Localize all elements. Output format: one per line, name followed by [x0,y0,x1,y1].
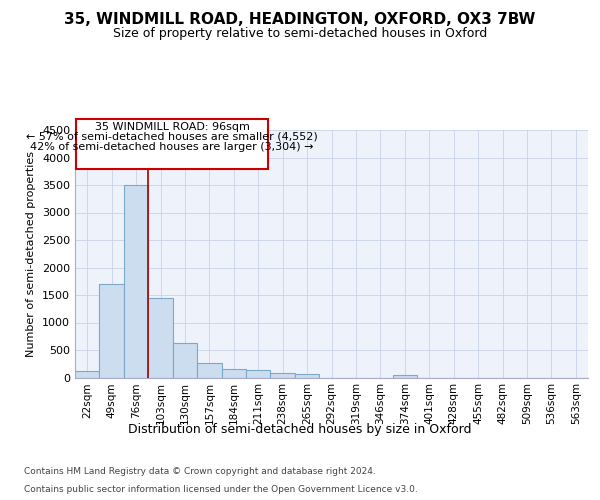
Bar [100,284,124,378]
Text: 35, WINDMILL ROAD, HEADINGTON, OXFORD, OX3 7BW: 35, WINDMILL ROAD, HEADINGTON, OXFORD, O… [64,12,536,28]
Bar [148,298,173,378]
Bar [197,362,221,378]
Bar [173,344,197,378]
Bar [124,185,148,378]
Bar [271,372,295,378]
Text: Size of property relative to semi-detached houses in Oxford: Size of property relative to semi-detach… [113,28,487,40]
Text: Contains HM Land Registry data © Crown copyright and database right 2024.: Contains HM Land Registry data © Crown c… [24,468,376,476]
Text: ← 57% of semi-detached houses are smaller (4,552): ← 57% of semi-detached houses are smalle… [26,132,318,141]
Text: 35 WINDMILL ROAD: 96sqm: 35 WINDMILL ROAD: 96sqm [95,122,250,132]
Bar [75,371,100,378]
FancyBboxPatch shape [76,119,268,168]
Text: Distribution of semi-detached houses by size in Oxford: Distribution of semi-detached houses by … [128,422,472,436]
Bar [246,370,271,378]
Bar [392,375,417,378]
Y-axis label: Number of semi-detached properties: Number of semi-detached properties [26,151,37,357]
Text: Contains public sector information licensed under the Open Government Licence v3: Contains public sector information licen… [24,485,418,494]
Bar [221,369,246,378]
Bar [295,374,319,378]
Text: 42% of semi-detached houses are larger (3,304) →: 42% of semi-detached houses are larger (… [31,142,314,152]
